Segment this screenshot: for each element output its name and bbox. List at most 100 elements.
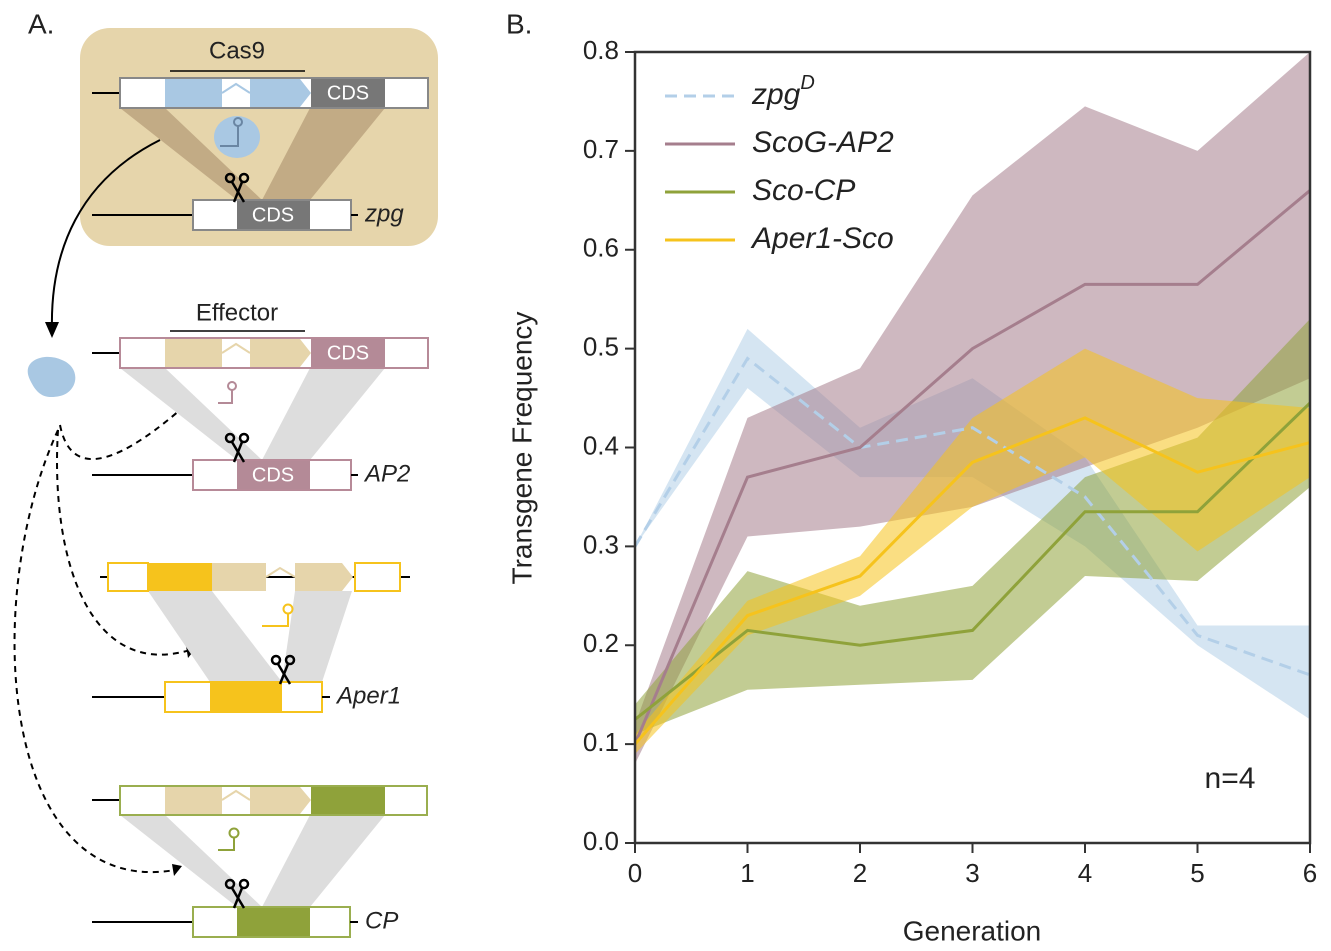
diagram-shape — [224, 432, 250, 463]
diagram-shape — [232, 441, 244, 463]
legend-label: zpgD — [751, 72, 815, 111]
diagram-shape — [59, 409, 181, 460]
diagram-shape — [165, 339, 222, 367]
diagram-shape — [224, 878, 236, 890]
diagram-shape — [295, 563, 353, 591]
cds-label: CDS — [252, 204, 294, 226]
x-tick-label: 6 — [1303, 858, 1317, 888]
diagram-shape — [227, 381, 237, 391]
series-line — [634, 401, 1312, 721]
y-tick-label: 0.4 — [583, 430, 619, 460]
diagram-shape — [218, 390, 233, 404]
diagram-shape — [228, 827, 240, 839]
diagram-shape — [250, 79, 311, 107]
diagram-shape — [238, 878, 250, 890]
diagram-shape — [232, 181, 244, 203]
y-axis-label: Transgene Frequency — [506, 312, 537, 585]
y-tick-label: 0.0 — [583, 826, 619, 856]
diagram-shape — [237, 201, 310, 229]
diagram-shape — [265, 566, 296, 578]
y-tick-label: 0.5 — [583, 332, 619, 362]
diagram-shape — [238, 172, 250, 184]
diagram-shape — [224, 172, 236, 184]
diagram-shape — [354, 562, 401, 592]
x-tick-label: 3 — [965, 858, 979, 888]
effector-label: Effector — [196, 299, 278, 326]
x-tick-label: 2 — [853, 858, 867, 888]
legend-label: Aper1-Sco — [750, 222, 894, 255]
diagram-shape — [13, 409, 191, 874]
gene-label: zpg — [364, 200, 404, 227]
diagram-shape — [224, 432, 236, 444]
diagram-shape — [56, 429, 191, 656]
chart-panel: B. Generation Transgene Frequency n=4 0.… — [506, 8, 1317, 946]
diagram-shape — [262, 368, 385, 460]
confidence-band — [635, 52, 1310, 764]
diagram-shape — [237, 461, 310, 489]
diagram-shape — [27, 356, 76, 398]
y-tick-label: 0.3 — [583, 529, 619, 559]
diagram-shape — [250, 339, 311, 367]
confidence-band — [635, 318, 1310, 735]
panel-label: B. — [506, 8, 532, 39]
y-tick-label: 0.2 — [583, 628, 619, 658]
diagram-shape — [224, 878, 250, 909]
diagram-shape — [210, 683, 282, 711]
diagram-shape — [262, 815, 385, 907]
diagram-shape — [165, 787, 222, 814]
gene-label: AP2 — [363, 460, 410, 487]
diagram-shape — [238, 432, 250, 444]
y-tick-label: 0.6 — [583, 233, 619, 263]
panel-label: A. — [28, 8, 54, 39]
diagram-shape — [218, 838, 235, 851]
legend-name: Aper1-Sco — [750, 222, 894, 255]
diagram-shape — [212, 563, 266, 591]
diagram-shape — [221, 342, 251, 354]
y-tick-label: 0.8 — [583, 35, 619, 65]
confidence-band — [635, 348, 1310, 755]
plot-frame — [633, 50, 1312, 845]
series-line — [633, 416, 1311, 746]
legend-label: Sco-CP — [752, 174, 855, 207]
diagram-shape — [221, 82, 251, 94]
y-tick-label: 0.7 — [583, 134, 619, 164]
diagram-shape — [270, 654, 282, 666]
diagram-shape — [221, 789, 251, 801]
diagram-shape — [50, 139, 161, 331]
diagram-shape — [172, 864, 182, 876]
diagram-shape — [262, 108, 385, 200]
diagram-shape — [13, 429, 176, 874]
cds-label: CDS — [327, 82, 369, 104]
diagram-shape — [148, 563, 212, 591]
legend-label: ScoG-AP2 — [752, 126, 894, 159]
gene-label: Aper1 — [335, 682, 401, 709]
gene-label: CP — [365, 907, 398, 934]
diagram-shape — [311, 339, 385, 367]
x-tick-label: 4 — [1078, 858, 1092, 888]
annotation: n=4 — [1205, 762, 1256, 795]
legend-name: ScoG-AP2 — [752, 126, 894, 159]
diagram-shape — [237, 908, 310, 936]
diagram-panel: A. CDS Cas9 CDS zpg CDS Effector CDS AP2 — [13, 8, 438, 938]
diagram-shape — [233, 117, 243, 127]
diagram-shape — [232, 887, 244, 909]
series-line — [633, 189, 1311, 745]
diagram-shape — [282, 591, 352, 682]
cas9-label: Cas9 — [209, 37, 265, 64]
legend-superscript: D — [800, 72, 814, 94]
x-tick-label: 5 — [1190, 858, 1204, 888]
diagram-shape — [270, 654, 296, 685]
legend-name: zpg — [751, 78, 801, 111]
diagram-shape — [148, 591, 282, 682]
x-tick-label: 0 — [628, 858, 642, 888]
x-tick-label: 1 — [740, 858, 754, 888]
y-tick-label: 0.1 — [583, 727, 619, 757]
diagram-shape — [278, 663, 290, 685]
legend-name: Sco-CP — [752, 174, 855, 207]
diagram-shape — [262, 614, 289, 627]
diagram-shape — [107, 562, 149, 592]
cds-label: CDS — [252, 464, 294, 486]
diagram-shape — [165, 79, 222, 107]
diagram-shape — [284, 654, 296, 666]
